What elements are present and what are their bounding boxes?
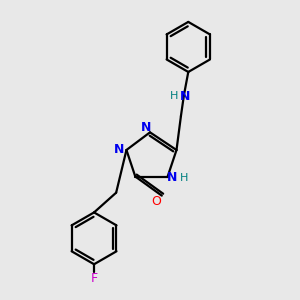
Text: H: H bbox=[180, 173, 188, 183]
Text: N: N bbox=[180, 90, 190, 103]
Text: N: N bbox=[167, 172, 177, 184]
Text: H: H bbox=[170, 92, 178, 101]
Text: O: O bbox=[151, 195, 161, 208]
Text: N: N bbox=[114, 143, 124, 157]
Text: N: N bbox=[140, 122, 151, 134]
Text: F: F bbox=[91, 272, 98, 286]
